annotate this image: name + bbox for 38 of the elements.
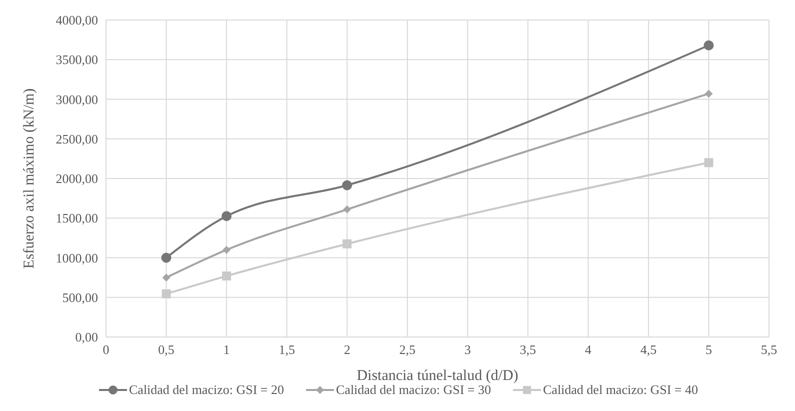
point bbox=[222, 211, 232, 222]
point bbox=[704, 90, 713, 98]
x-tick-label: 2 bbox=[344, 342, 350, 358]
x-tick-label: 0,5 bbox=[158, 342, 174, 358]
point bbox=[161, 252, 172, 263]
y-tick-label: 500,00 bbox=[62, 290, 98, 305]
x-tick-label: 0 bbox=[102, 342, 110, 358]
legend-label: Calidad del macizo: GSI = 40 bbox=[543, 382, 698, 397]
point bbox=[162, 289, 171, 298]
x-tick-label: 2,5 bbox=[399, 342, 416, 358]
x-tick-label: 4,5 bbox=[640, 342, 657, 358]
x-tick-label: 4 bbox=[584, 342, 592, 358]
x-tick-label: 1 bbox=[223, 342, 230, 358]
point bbox=[704, 158, 714, 168]
point bbox=[342, 239, 352, 248]
x-tick-label: 5,5 bbox=[760, 342, 778, 358]
y-tick-label: 2500,00 bbox=[56, 131, 98, 146]
y-axis-title: Esfuerzo axil máximo (kN/m) bbox=[21, 88, 38, 269]
point bbox=[222, 246, 231, 254]
point bbox=[343, 205, 352, 214]
y-tick-label: 1500,00 bbox=[56, 210, 98, 226]
y-tick-label: 2000,00 bbox=[56, 171, 98, 186]
y-tick-label: 1000,00 bbox=[56, 250, 98, 266]
y-tick-label: 4000,00 bbox=[56, 12, 98, 28]
y-tick-label: 3000,00 bbox=[56, 92, 98, 107]
legend-label: Calidad del macizo: GSI = 20 bbox=[128, 382, 284, 398]
x-axis-title: Distancia túnel-talud (d/D) bbox=[356, 368, 518, 384]
point bbox=[162, 274, 170, 282]
x-tick-label: 3,5 bbox=[520, 342, 536, 358]
x-tick-label: 1,5 bbox=[278, 342, 295, 358]
legend-label: Calidad del macizo: GSI = 30 bbox=[335, 382, 491, 398]
x-tick-label: 5 bbox=[705, 342, 712, 358]
point bbox=[704, 40, 714, 50]
y-tick-label: 0,00 bbox=[75, 330, 98, 345]
x-tick-label: 3 bbox=[464, 342, 471, 358]
y-tick-label: 3500,00 bbox=[56, 52, 98, 68]
point bbox=[342, 180, 352, 190]
point bbox=[222, 271, 232, 280]
